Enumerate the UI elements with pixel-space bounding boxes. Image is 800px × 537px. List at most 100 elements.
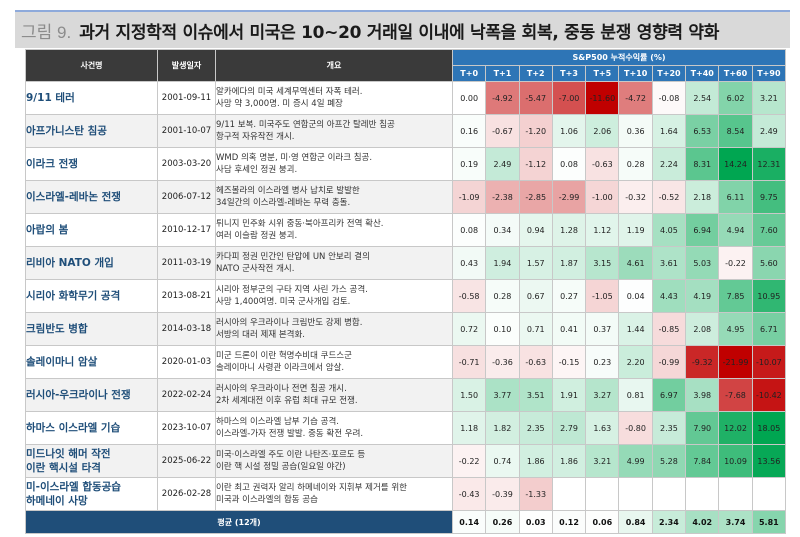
return-cell: 6.94	[685, 213, 720, 247]
return-cell: 4.19	[685, 279, 720, 313]
return-cell: -1.05	[585, 279, 620, 313]
return-cell: 1.82	[485, 411, 520, 445]
return-cell: 0.23	[585, 345, 620, 379]
summary-line: 튀니지 민주화 시위 중동·북아프리카 전역 확산.	[216, 219, 384, 229]
return-cell: 1.57	[518, 246, 553, 280]
return-cell: -10.42	[751, 378, 787, 412]
return-cell: 0.36	[618, 114, 653, 148]
event-date: 2001-09-11	[157, 81, 216, 115]
return-cell: -0.99	[651, 345, 687, 379]
table-row: 아프가니스탄 침공 2001-10-07 9/11 보복. 미국주도 연합군의 아프…	[25, 114, 787, 148]
event-name: 크림반도 병합	[25, 312, 158, 346]
return-cell: 1.12	[585, 213, 620, 247]
return-cell: -0.80	[618, 411, 653, 445]
return-cell: 3.21	[751, 81, 787, 115]
return-cell: 9.75	[751, 180, 787, 214]
summary-line: 사망 1,400여명. 미국 군사개입 검토.	[216, 297, 351, 307]
summary-line: 러시아의 우크라이나 전면 침공 개시.	[216, 384, 347, 394]
return-cell: 4.99	[618, 444, 653, 478]
return-cell: 2.79	[551, 411, 587, 445]
return-cell: 2.24	[651, 147, 687, 181]
return-cell: 6.11	[718, 180, 753, 214]
return-cell: 7.60	[751, 213, 787, 247]
return-cell: 0.67	[518, 279, 553, 313]
average-return-cell: 2.34	[651, 510, 687, 534]
return-cell: 2.49	[485, 147, 520, 181]
return-cell: 4.94	[718, 213, 753, 247]
return-cell: 1.06	[551, 114, 587, 148]
return-cell	[585, 477, 620, 511]
return-cell: -21.99	[718, 345, 753, 379]
return-cell: 7.90	[685, 411, 720, 445]
table-row: 이라크 전쟁 2003-03-20 WMD 의혹 명분, 미·영 연합군 이라크 침…	[25, 147, 787, 181]
return-cell: -0.22	[718, 246, 753, 280]
return-cell: -0.58	[451, 279, 487, 313]
table-row: 미드나잇 해머 작전 이란 핵시설 타격 2025-06-22 미국·이스라엘 주도 …	[25, 444, 787, 478]
return-cell: 3.15	[585, 246, 620, 280]
return-cell: -5.47	[518, 81, 553, 115]
return-cell: 10.95	[751, 279, 787, 313]
return-cell: 14.24	[718, 147, 753, 181]
return-cell: 2.54	[685, 81, 720, 115]
return-cell: -2.99	[551, 180, 587, 214]
return-cell: 0.08	[451, 213, 487, 247]
header-period: T+3	[551, 65, 587, 82]
return-cell: 0.28	[618, 147, 653, 181]
event-date: 2023-10-07	[157, 411, 216, 445]
event-date: 2014-03-18	[157, 312, 216, 346]
return-cell: 0.10	[485, 312, 520, 346]
return-cell: 2.06	[585, 114, 620, 148]
event-date: 2003-03-20	[157, 147, 216, 181]
return-cell: 8.54	[718, 114, 753, 148]
return-cell: 3.77	[485, 378, 520, 412]
event-name: 러시아-우크라이나 전쟁	[25, 378, 158, 412]
return-cell: 1.28	[551, 213, 587, 247]
event-summary: 러시아의 우크라이나 전면 침공 개시. 2차 세계대전 이후 유럽 최대 규모 …	[215, 378, 453, 412]
return-cell: 0.94	[518, 213, 553, 247]
return-cell: 0.16	[451, 114, 487, 148]
return-cell: 1.44	[618, 312, 653, 346]
average-return-cell: 3.74	[718, 510, 753, 534]
return-cell: -0.63	[585, 147, 620, 181]
event-name-line1: 미드나잇 해머 작전	[26, 448, 111, 460]
return-cell: 3.98	[685, 378, 720, 412]
return-cell: -7.68	[718, 378, 753, 412]
return-cell: 5.03	[685, 246, 720, 280]
header-summary: 개요	[215, 49, 453, 82]
return-cell: -0.85	[651, 312, 687, 346]
event-summary: 러시아의 우크라이나 크림반도 강제 병합. 서방의 대러 제재 본격화.	[215, 312, 453, 346]
return-cell: 6.71	[751, 312, 787, 346]
header-period: T+10	[618, 65, 653, 82]
event-summary: 시리아 정부군의 구타 지역 사린 가스 공격. 사망 1,400여명. 미국 군…	[215, 279, 453, 313]
return-cell: 2.49	[751, 114, 787, 148]
return-cell: 0.08	[551, 147, 587, 181]
return-cell: 0.04	[618, 279, 653, 313]
return-cell: -1.33	[518, 477, 553, 511]
return-cell: 0.37	[585, 312, 620, 346]
returns-table: 사건명 발생일자 개요 S&P500 누적수익률 (%) T+0 T+1 T+2 T+…	[25, 49, 787, 534]
summary-line: 항구적 자유작전 개시.	[216, 132, 295, 142]
average-return-cell: 0.06	[585, 510, 620, 534]
return-cell: 3.21	[585, 444, 620, 478]
summary-line: 미군 드론이 이란 혁명수비대 쿠드스군	[216, 351, 352, 361]
return-cell: 13.56	[751, 444, 787, 478]
return-cell: 5.28	[651, 444, 687, 478]
return-cell: 2.08	[685, 312, 720, 346]
return-cell: -0.15	[551, 345, 587, 379]
event-summary: 9/11 보복. 미국주도 연합군의 아프간 탈레반 침공 항구적 자유작전 개시…	[215, 114, 453, 148]
return-cell: 1.18	[451, 411, 487, 445]
return-cell: 6.97	[651, 378, 687, 412]
summary-line: 여러 이슬람 정권 붕괴.	[216, 231, 298, 241]
event-date: 2022-02-24	[157, 378, 216, 412]
return-cell: 1.63	[585, 411, 620, 445]
table-row: 하마스 이스라엘 기습 2023-10-07 하마스의 이스라엘 남부 기습 공격.…	[25, 411, 787, 445]
event-summary: 미군 드론이 이란 혁명수비대 쿠드스군 솔레이마니 사령관 이라크에서 암살.	[215, 345, 453, 379]
header-period: T+40	[685, 65, 720, 82]
average-return-cell: 5.81	[751, 510, 787, 534]
return-cell: 4.05	[651, 213, 687, 247]
event-name: 미-이스라엘 합동공습 하메네이 사망	[25, 477, 158, 511]
return-cell	[651, 477, 687, 511]
event-name-line2: 하메네이 사망	[26, 495, 88, 507]
event-name-line2: 이란 핵시설 타격	[26, 462, 101, 474]
return-cell: 2.35	[651, 411, 687, 445]
